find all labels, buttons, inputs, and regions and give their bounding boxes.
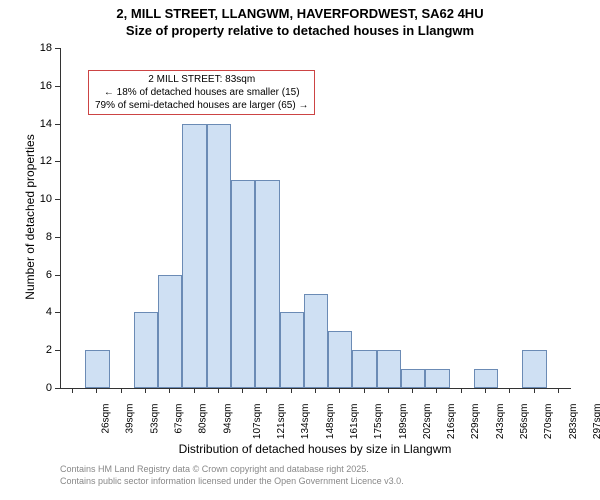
histogram-bar bbox=[352, 350, 376, 388]
x-tick-mark bbox=[96, 388, 97, 393]
y-tick-label: 4 bbox=[32, 306, 52, 318]
y-tick-mark bbox=[55, 161, 60, 162]
chart-container: 2, MILL STREET, LLANGWM, HAVERFORDWEST, … bbox=[0, 0, 600, 500]
y-tick-label: 0 bbox=[32, 382, 52, 394]
x-tick-mark bbox=[315, 388, 316, 393]
x-tick-mark bbox=[242, 388, 243, 393]
x-tick-mark bbox=[388, 388, 389, 393]
x-tick-label: 148sqm bbox=[325, 404, 336, 440]
x-tick-mark bbox=[485, 388, 486, 393]
x-tick-label: 134sqm bbox=[301, 404, 312, 440]
histogram-bar bbox=[134, 312, 158, 388]
y-tick-label: 10 bbox=[32, 193, 52, 205]
histogram-bar bbox=[401, 369, 425, 388]
x-tick-label: 216sqm bbox=[446, 404, 457, 440]
x-tick-label: 161sqm bbox=[349, 404, 360, 440]
x-tick-label: 39sqm bbox=[125, 404, 136, 434]
y-tick-mark bbox=[55, 350, 60, 351]
x-tick-label: 107sqm bbox=[252, 404, 263, 440]
y-tick-label: 2 bbox=[32, 344, 52, 356]
histogram-bar bbox=[182, 124, 206, 388]
footer-attribution: Contains HM Land Registry data © Crown c… bbox=[60, 464, 404, 487]
histogram-bar bbox=[522, 350, 546, 388]
y-tick-label: 16 bbox=[32, 80, 52, 92]
x-tick-label: 94sqm bbox=[222, 404, 233, 434]
y-tick-label: 8 bbox=[32, 231, 52, 243]
x-tick-label: 189sqm bbox=[398, 404, 409, 440]
chart-title-line2: Size of property relative to detached ho… bbox=[0, 23, 600, 40]
x-tick-mark bbox=[412, 388, 413, 393]
y-tick-mark bbox=[55, 237, 60, 238]
histogram-bar bbox=[425, 369, 449, 388]
x-axis-label: Distribution of detached houses by size … bbox=[165, 442, 465, 456]
x-tick-label: 229sqm bbox=[471, 404, 482, 440]
x-tick-label: 121sqm bbox=[276, 404, 287, 440]
chart-title-line1: 2, MILL STREET, LLANGWM, HAVERFORDWEST, … bbox=[0, 6, 600, 23]
x-tick-mark bbox=[436, 388, 437, 393]
y-tick-label: 12 bbox=[32, 155, 52, 167]
y-tick-mark bbox=[55, 312, 60, 313]
histogram-bar bbox=[474, 369, 498, 388]
x-tick-label: 80sqm bbox=[198, 404, 209, 434]
histogram-bar bbox=[85, 350, 109, 388]
x-tick-mark bbox=[339, 388, 340, 393]
histogram-bar bbox=[255, 180, 279, 388]
x-tick-label: 26sqm bbox=[101, 404, 112, 434]
histogram-bar bbox=[231, 180, 255, 388]
y-tick-mark bbox=[55, 275, 60, 276]
x-tick-mark bbox=[218, 388, 219, 393]
y-tick-mark bbox=[55, 124, 60, 125]
x-tick-label: 175sqm bbox=[373, 404, 384, 440]
x-tick-label: 67sqm bbox=[174, 404, 185, 434]
annotation-box: 2 MILL STREET: 83sqm← 18% of detached ho… bbox=[88, 70, 315, 115]
x-tick-label: 270sqm bbox=[543, 404, 554, 440]
x-tick-label: 283sqm bbox=[568, 404, 579, 440]
x-tick-label: 53sqm bbox=[149, 404, 160, 434]
histogram-bar bbox=[207, 124, 231, 388]
annotation-line: ← 18% of detached houses are smaller (15… bbox=[95, 86, 308, 99]
annotation-line: 79% of semi-detached houses are larger (… bbox=[95, 99, 308, 112]
x-tick-mark bbox=[194, 388, 195, 393]
histogram-bar bbox=[158, 275, 182, 388]
x-tick-mark bbox=[364, 388, 365, 393]
x-tick-mark bbox=[121, 388, 122, 393]
chart-title-block: 2, MILL STREET, LLANGWM, HAVERFORDWEST, … bbox=[0, 0, 600, 40]
y-tick-mark bbox=[55, 199, 60, 200]
x-tick-mark bbox=[461, 388, 462, 393]
x-tick-mark bbox=[534, 388, 535, 393]
histogram-bar bbox=[304, 294, 328, 388]
x-tick-mark bbox=[266, 388, 267, 393]
footer-line1: Contains HM Land Registry data © Crown c… bbox=[60, 464, 404, 476]
histogram-bar bbox=[328, 331, 352, 388]
histogram-bar bbox=[377, 350, 401, 388]
footer-line2: Contains public sector information licen… bbox=[60, 476, 404, 488]
x-tick-mark bbox=[558, 388, 559, 393]
x-tick-mark bbox=[291, 388, 292, 393]
x-tick-mark bbox=[145, 388, 146, 393]
annotation-line: 2 MILL STREET: 83sqm bbox=[95, 73, 308, 86]
y-tick-mark bbox=[55, 388, 60, 389]
y-tick-label: 6 bbox=[32, 269, 52, 281]
x-tick-label: 243sqm bbox=[495, 404, 506, 440]
y-tick-mark bbox=[55, 48, 60, 49]
x-tick-label: 202sqm bbox=[422, 404, 433, 440]
y-axis-label: Number of detached properties bbox=[23, 117, 37, 317]
y-tick-mark bbox=[55, 86, 60, 87]
histogram-bar bbox=[280, 312, 304, 388]
x-tick-mark bbox=[509, 388, 510, 393]
y-tick-label: 18 bbox=[32, 42, 52, 54]
y-tick-label: 14 bbox=[32, 118, 52, 130]
x-tick-label: 256sqm bbox=[519, 404, 530, 440]
x-tick-mark bbox=[169, 388, 170, 393]
x-tick-label: 297sqm bbox=[592, 404, 600, 440]
x-tick-mark bbox=[72, 388, 73, 393]
